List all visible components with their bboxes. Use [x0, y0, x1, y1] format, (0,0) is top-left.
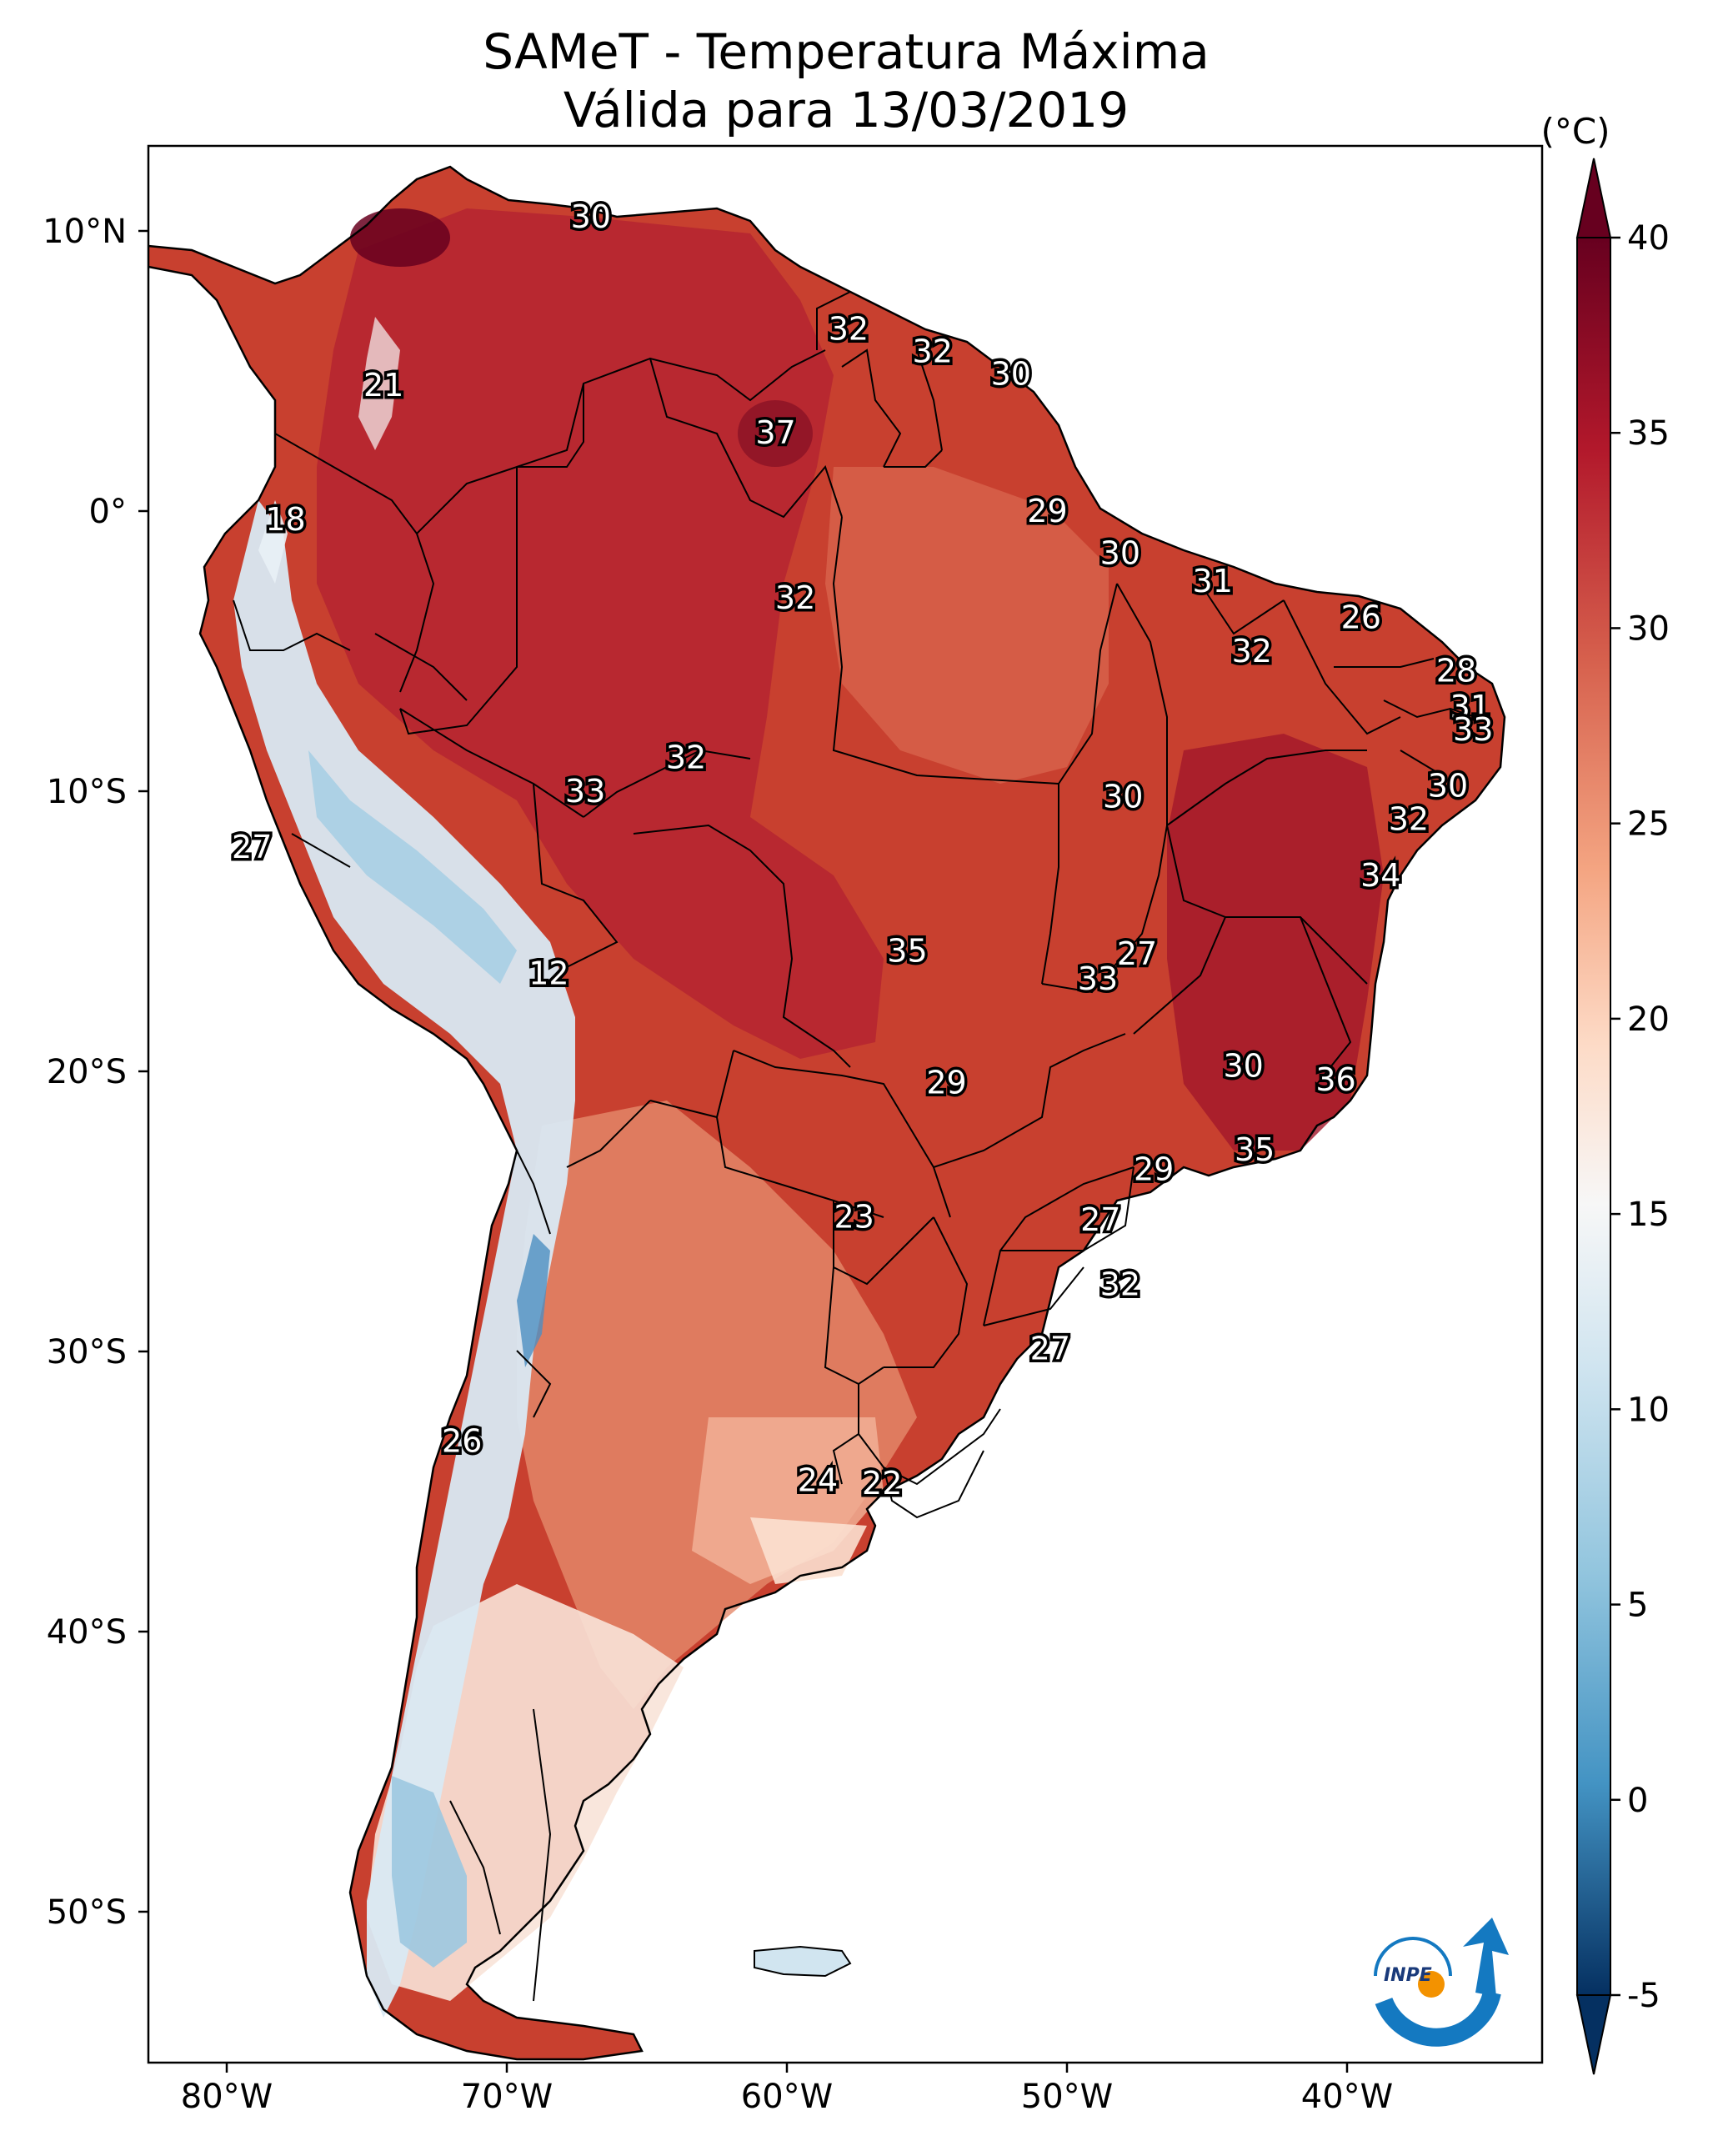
colorbar-tick-label: 0 — [1627, 1782, 1648, 1820]
value-label: 33 — [1078, 960, 1118, 997]
value-label: 26 — [1341, 599, 1381, 636]
lat-tick-label: 20°S — [47, 1053, 127, 1091]
value-label: 27 — [1117, 935, 1157, 972]
colorbar-top-arrow — [1575, 158, 1612, 238]
value-label: 26 — [442, 1423, 482, 1460]
colorbar-tick-label: 5 — [1627, 1587, 1648, 1625]
value-label: 32 — [829, 311, 869, 348]
region-southern-cone — [517, 1101, 917, 1709]
value-label: 27 — [1030, 1331, 1070, 1367]
lat-tick-label: 10°N — [43, 213, 127, 251]
lon-tick-label: 40°W — [1301, 2078, 1393, 2116]
value-label: 32 — [666, 740, 706, 776]
latitude-ticks: 10°N 0° 10°S 20°S 30°S 40°S 50°S — [43, 213, 148, 1932]
value-label: 12 — [528, 955, 568, 991]
value-label: 30 — [1100, 534, 1140, 571]
lat-tick-label: 10°S — [47, 773, 127, 811]
map-title-line1: SAMeT - Temperatura Máxima — [483, 23, 1210, 80]
value-label: 32 — [1389, 801, 1429, 838]
value-label: 22 — [862, 1465, 902, 1502]
region-hot-north — [350, 208, 450, 267]
value-label: 32 — [1100, 1266, 1140, 1302]
lon-tick-label: 60°W — [741, 2078, 833, 2116]
lon-tick-label: 80°W — [181, 2078, 273, 2116]
value-label: 18 — [265, 501, 305, 538]
value-label: 28 — [1436, 653, 1476, 689]
country-borders — [233, 291, 1476, 2002]
value-label: 27 — [232, 829, 272, 865]
value-label: 30 — [571, 198, 611, 235]
coastline — [148, 165, 1506, 2061]
value-label: 34 — [1360, 857, 1400, 894]
value-label: 23 — [834, 1199, 874, 1236]
value-label: 31 — [1450, 689, 1490, 725]
colorbar-tick-label: 40 — [1627, 219, 1670, 258]
lat-tick-label: 40°S — [47, 1613, 127, 1652]
value-label: 21 — [363, 367, 403, 404]
value-label: 32 — [1232, 633, 1272, 669]
colorbar-tick-label: 30 — [1627, 609, 1670, 648]
colorbar: (°C) 40 35 30 25 20 15 10 5 0 -5 — [1540, 111, 1670, 2075]
value-label: 30 — [991, 355, 1031, 392]
value-label: 35 — [1235, 1131, 1275, 1168]
value-label: 29 — [1134, 1151, 1174, 1188]
colorbar-tick-label: 15 — [1627, 1196, 1670, 1234]
lat-tick-label: 50°S — [47, 1893, 127, 1932]
longitude-ticks: 80°W 70°W 60°W 50°W 40°W — [181, 2063, 1393, 2116]
value-label: 24 — [798, 1462, 838, 1499]
region-andes-cold — [233, 500, 575, 2018]
logo-arrow-icon — [1463, 1918, 1509, 1997]
colorbar-unit: (°C) — [1540, 111, 1610, 152]
map-frame — [147, 144, 1544, 2064]
lon-tick-label: 50°W — [1021, 2078, 1113, 2116]
map-title-line2: Válida para 13/03/2019 — [563, 82, 1129, 138]
lat-tick-label: 0° — [89, 493, 127, 531]
colorbar-bottom-arrow — [1575, 1994, 1612, 2075]
colorbar-tick-label: -5 — [1627, 1977, 1660, 2015]
colorbar-body — [1576, 237, 1611, 1996]
logo-arc-icon — [1375, 1990, 1501, 2047]
colorbar-tick-label: 25 — [1627, 805, 1670, 844]
value-label: 30 — [1428, 767, 1468, 804]
value-label: 27 — [1080, 1201, 1120, 1238]
lon-tick-label: 70°W — [461, 2078, 553, 2116]
lat-tick-label: 30°S — [47, 1333, 127, 1371]
value-label: 29 — [926, 1064, 966, 1101]
falkland-islands — [754, 1945, 852, 1978]
value-label: 31 — [1193, 563, 1233, 599]
region-plateau — [825, 467, 1109, 784]
colorbar-ticks: 40 35 30 25 20 15 10 5 0 -5 — [1610, 219, 1670, 2015]
value-label: 32 — [775, 579, 815, 616]
colorbar-tick-label: 35 — [1627, 414, 1670, 453]
value-label: 30 — [1224, 1047, 1264, 1084]
colorbar-tick-label: 10 — [1627, 1391, 1670, 1429]
colorbar-tick-label: 20 — [1627, 1000, 1670, 1039]
logo-dot-icon — [1418, 1971, 1445, 1998]
value-label: 36 — [1315, 1061, 1355, 1098]
value-label: 33 — [565, 773, 605, 810]
logo-text: INPE — [1384, 1965, 1432, 1986]
value-label: 29 — [1027, 493, 1067, 529]
value-label: 37 — [755, 414, 795, 451]
value-label: 33 — [1453, 711, 1493, 748]
value-label: 30 — [1103, 779, 1143, 815]
region-hot-east — [1167, 734, 1384, 1151]
value-label: 35 — [887, 933, 927, 970]
inpe-logo: INPE — [1374, 1918, 1509, 2047]
value-label: 32 — [913, 333, 953, 369]
